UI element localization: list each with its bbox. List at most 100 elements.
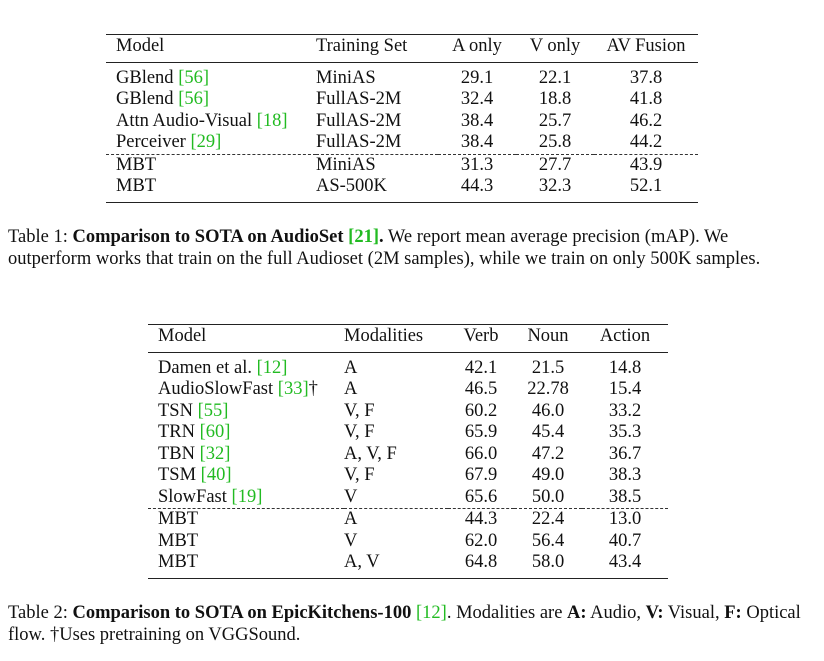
table-row: GBlend [56] FullAS-2M 32.4 18.8 41.8 [106, 89, 698, 111]
a-only-cell: 38.4 [460, 110, 494, 131]
citation-link[interactable]: [60] [199, 422, 231, 442]
citation-link[interactable]: [55] [197, 400, 229, 421]
model-cell: Damen et al. [12] [158, 357, 288, 378]
av-fusion-cell: 52.1 [629, 176, 663, 196]
action-cell: 14.8 [608, 357, 642, 378]
model-cell: GBlend [56] [116, 67, 210, 88]
table-row: TSM [40] V, F 67.9 49.0 38.3 [148, 465, 668, 487]
table-row: TBN [32] A, V, F 66.0 47.2 36.7 [148, 444, 668, 466]
model-cell: TSM [40] [158, 465, 232, 485]
noun-cell: 21.5 [531, 357, 565, 378]
av-fusion-cell: 37.8 [629, 67, 663, 88]
citation-link[interactable]: [56] [178, 89, 210, 109]
action-cell: 33.2 [608, 400, 642, 421]
model-cell: TSN [55] [158, 400, 229, 421]
modalities-cell: V, F [344, 465, 375, 485]
model-cell: MBT [116, 176, 157, 196]
model-cell: MBT [106, 153, 316, 176]
citation-link[interactable]: [32] [199, 443, 231, 464]
citation-link[interactable]: [19] [231, 486, 263, 507]
table-row: SlowFast [19] V 65.6 50.0 38.5 [148, 487, 668, 509]
citation-link[interactable]: [18] [256, 110, 288, 131]
table-row: GBlend [56] MiniAS 29.1 22.1 37.8 [106, 62, 698, 89]
modalities-cell: V [344, 486, 358, 507]
v-only-cell: 25.7 [538, 110, 572, 131]
modalities-cell: A, V, F [344, 443, 397, 464]
verb-cell: 66.0 [464, 443, 498, 464]
table-row: MBT A 44.3 22.4 13.0 [148, 508, 668, 531]
training-set-cell: MiniAS [316, 67, 376, 88]
verb-cell: 46.5 [464, 379, 498, 399]
noun-cell: 22.4 [514, 508, 582, 531]
v-only-cell: 22.1 [538, 67, 572, 88]
noun-cell: 45.4 [531, 422, 565, 442]
verb-cell: 64.8 [464, 552, 498, 572]
citation-link[interactable]: [33] [277, 379, 309, 399]
noun-cell: 22.78 [527, 379, 569, 399]
table-row: Damen et al. [12] A 42.1 21.5 14.8 [148, 352, 668, 379]
citation-link[interactable]: [21] [348, 227, 379, 247]
training-set-cell: FullAS-2M [316, 132, 402, 152]
v-only-cell: 25.8 [538, 132, 572, 152]
modalities-cell: A [344, 379, 358, 399]
verb-cell: 42.1 [464, 357, 498, 378]
header-model: Model [116, 36, 165, 56]
table-row: Attn Audio-Visual [18] FullAS-2M 38.4 25… [106, 111, 698, 133]
table-row: TSN [55] V, F 60.2 46.0 33.2 [148, 401, 668, 423]
citation-link[interactable]: [29] [190, 132, 222, 152]
action-cell: 15.4 [608, 379, 642, 399]
table-row: Perceiver [29] FullAS-2M 38.4 25.8 44.2 [106, 132, 698, 154]
action-cell: 35.3 [608, 422, 642, 442]
citation-link[interactable]: [12] [256, 357, 288, 378]
av-fusion-cell: 44.2 [629, 132, 663, 152]
header-verb: Verb [463, 326, 499, 346]
table-1: Model Training Set A only V only AV Fusi… [106, 34, 698, 203]
av-fusion-cell: 41.8 [629, 89, 663, 109]
a-only-cell: 29.1 [460, 67, 494, 88]
citation-link[interactable]: [40] [200, 465, 232, 485]
av-fusion-cell: 43.9 [594, 153, 698, 176]
model-cell: TRN [60] [158, 422, 231, 442]
table-row: MBT V 62.0 56.4 40.7 [148, 531, 668, 553]
v-only-cell: 18.8 [538, 89, 572, 109]
model-cell: Attn Audio-Visual [18] [116, 110, 288, 131]
verb-cell: 60.2 [464, 400, 498, 421]
verb-cell: 65.6 [464, 486, 498, 507]
table-2-caption: Table 2: Comparison to SOTA on EpicKitch… [8, 603, 801, 645]
citation-link[interactable]: [56] [178, 67, 210, 88]
header-modalities: Modalities [344, 326, 424, 346]
table-row: MBT AS-500K 44.3 32.3 52.1 [106, 176, 698, 202]
noun-cell: 58.0 [531, 552, 565, 572]
table-1-caption: Table 1: Comparison to SOTA on AudioSet … [8, 227, 761, 269]
action-cell: 38.3 [608, 465, 642, 485]
model-cell: Perceiver [29] [116, 132, 222, 152]
action-cell: 38.5 [608, 486, 642, 507]
modalities-cell: A [344, 508, 448, 531]
noun-cell: 50.0 [531, 486, 565, 507]
av-fusion-cell: 46.2 [629, 110, 663, 131]
noun-cell: 46.0 [531, 400, 565, 421]
a-only-cell: 32.4 [460, 89, 494, 109]
verb-cell: 44.3 [448, 508, 514, 531]
table-row: MBT A, V 64.8 58.0 43.4 [148, 552, 668, 578]
model-cell: TBN [32] [158, 443, 231, 464]
header-training-set: Training Set [316, 36, 408, 56]
modalities-cell: A [344, 357, 358, 378]
table-header-row: Model Modalities Verb Noun Action [148, 324, 668, 353]
action-cell: 43.4 [608, 552, 642, 572]
training-set-cell: MiniAS [316, 153, 438, 176]
header-action: Action [599, 326, 651, 346]
action-cell: 40.7 [608, 530, 642, 551]
citation-link[interactable]: [12] [415, 603, 447, 623]
training-set-cell: FullAS-2M [316, 110, 402, 131]
training-set-cell: AS-500K [316, 176, 387, 196]
noun-cell: 49.0 [531, 465, 565, 485]
table-row: MBT MiniAS 31.3 27.7 43.9 [106, 153, 698, 176]
table-2: Model Modalities Verb Noun Action Damen … [148, 324, 668, 579]
v-only-cell: 32.3 [538, 176, 572, 196]
table-row: TRN [60] V, F 65.9 45.4 35.3 [148, 422, 668, 444]
model-cell: MBT [158, 530, 199, 551]
model-cell: SlowFast [19] [158, 486, 263, 507]
training-set-cell: FullAS-2M [316, 89, 402, 109]
model-cell: MBT [158, 552, 199, 572]
